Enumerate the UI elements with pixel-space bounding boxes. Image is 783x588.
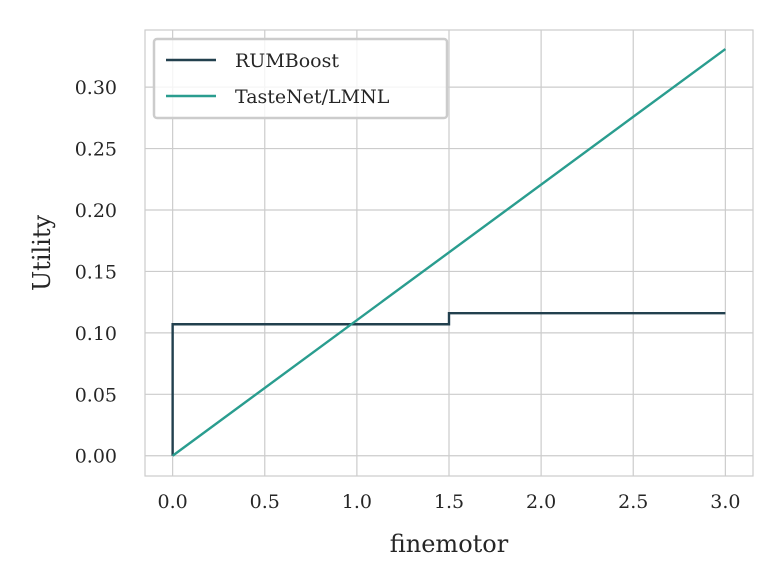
y-tick-label: 0.10 xyxy=(75,323,117,345)
legend: RUMBoost TasteNet/LMNL xyxy=(152,37,449,120)
x-axis-ticks: 0.0 0.5 1.0 1.5 2.0 2.5 3.0 xyxy=(158,491,741,513)
legend-box xyxy=(152,37,449,120)
legend-label-rumboost: RUMBoost xyxy=(235,50,339,72)
y-tick-label: 0.20 xyxy=(75,200,117,222)
y-axis-ticks: 0.00 0.05 0.10 0.15 0.20 0.25 0.30 xyxy=(75,77,117,468)
x-tick-label: 2.0 xyxy=(526,491,556,513)
x-tick-label: 2.5 xyxy=(618,491,648,513)
series-line-tastenet-lmnl xyxy=(171,48,727,457)
legend-label-tastenet-lmnl: TasteNet/LMNL xyxy=(235,86,390,108)
x-tick-label: 1.0 xyxy=(342,491,372,513)
grid xyxy=(145,30,753,476)
series-line-rumboost xyxy=(171,312,726,456)
x-tick-label: 0.5 xyxy=(250,491,280,513)
x-tick-label: 1.5 xyxy=(434,491,464,513)
y-axis-label: Utility xyxy=(28,215,56,292)
y-tick-label: 0.00 xyxy=(75,446,117,468)
x-axis-label: finemotor xyxy=(390,530,509,558)
x-tick-label: 3.0 xyxy=(710,491,740,513)
y-tick-label: 0.30 xyxy=(75,77,117,99)
series-layer xyxy=(171,48,727,457)
y-tick-label: 0.05 xyxy=(75,384,117,406)
plot-frame xyxy=(144,29,754,477)
y-tick-label: 0.25 xyxy=(75,139,117,161)
y-tick-label: 0.15 xyxy=(75,261,117,283)
x-tick-label: 0.0 xyxy=(158,491,188,513)
